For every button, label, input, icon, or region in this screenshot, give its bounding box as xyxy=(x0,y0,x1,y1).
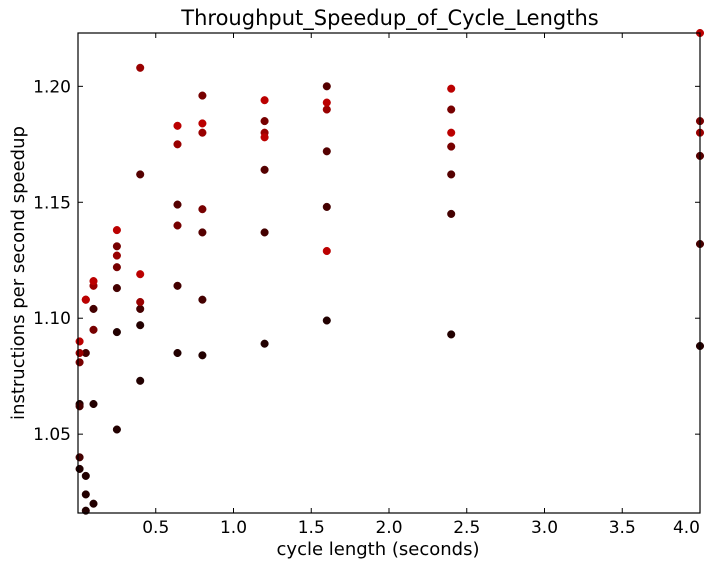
scatter-point xyxy=(173,221,182,230)
x-tick-label: 1.5 xyxy=(298,518,325,538)
y-axis-label: instructions per second speedup xyxy=(8,126,29,420)
scatter-point xyxy=(75,464,84,473)
scatter-point xyxy=(322,147,331,156)
scatter-point xyxy=(260,339,269,348)
scatter-point xyxy=(198,91,207,100)
scatter-point xyxy=(322,105,331,114)
scatter-point xyxy=(81,490,90,499)
x-tick-label: 0.5 xyxy=(142,518,169,538)
scatter-series-5 xyxy=(75,28,705,346)
y-tick-label: 1.15 xyxy=(33,193,71,213)
scatter-point xyxy=(89,399,98,409)
scatter-point xyxy=(322,98,331,107)
scatter-point xyxy=(136,304,145,313)
scatter-point xyxy=(198,228,207,237)
scatter-point xyxy=(136,376,145,385)
scatter-point xyxy=(322,246,331,256)
y-tick-label: 1.20 xyxy=(33,77,71,97)
x-tick-label: 3.0 xyxy=(531,518,558,538)
scatter-point xyxy=(112,425,121,434)
x-tick-label: 4.0 xyxy=(673,518,700,538)
scatter-point xyxy=(260,117,269,126)
scatter-point xyxy=(112,284,121,293)
scatter-point xyxy=(75,337,84,346)
scatter-point xyxy=(173,348,182,358)
scatter-point xyxy=(136,63,145,72)
x-tick-label: 2.0 xyxy=(375,518,402,538)
scatter-series-1 xyxy=(75,202,705,462)
scatter-point xyxy=(112,242,121,251)
scatter-point xyxy=(112,328,121,337)
scatter-point xyxy=(198,205,207,214)
scatter-point xyxy=(447,84,456,93)
scatter-series-2 xyxy=(136,82,705,237)
scatter-point xyxy=(447,105,456,114)
scatter-series-0 xyxy=(75,316,705,515)
scatter-point xyxy=(136,270,145,279)
scatter-series-4 xyxy=(75,63,705,358)
x-tick-label: 1.0 xyxy=(220,518,247,538)
scatter-point xyxy=(112,251,121,260)
scatter-point xyxy=(81,471,90,480)
scatter-point xyxy=(75,348,84,358)
scatter-point xyxy=(198,128,207,137)
chart-title: Throughput_Speedup_of_Cycle_Lengths xyxy=(180,6,598,31)
scatter-point xyxy=(260,96,269,105)
scatter-point xyxy=(447,330,456,339)
scatter-point xyxy=(89,304,98,313)
scatter-point xyxy=(112,226,121,235)
y-tick-label: 1.10 xyxy=(33,309,71,329)
scatter-point xyxy=(198,119,207,128)
scatter-point xyxy=(173,140,182,149)
scatter-point xyxy=(322,316,331,325)
scatter-point xyxy=(447,209,456,218)
scatter-point xyxy=(173,200,182,209)
plot-frame xyxy=(77,32,701,514)
scatter-point xyxy=(173,281,182,290)
scatter-point xyxy=(198,351,207,360)
scatter-point xyxy=(89,277,98,286)
scatter-point xyxy=(75,453,84,462)
scatter-point xyxy=(260,165,269,174)
x-axis-label: cycle length (seconds) xyxy=(277,539,480,560)
scatter-point xyxy=(173,121,182,130)
scatter-point xyxy=(136,170,145,179)
y-tick-label: 1.05 xyxy=(33,425,71,445)
scatter-point xyxy=(112,263,121,272)
scatter-point xyxy=(447,170,456,179)
scatter-point xyxy=(260,228,269,237)
scatter-point xyxy=(81,295,90,304)
scatter-point xyxy=(89,325,98,334)
scatter-point xyxy=(136,321,145,330)
x-tick-label: 3.5 xyxy=(609,518,636,538)
scatter-point xyxy=(89,499,98,508)
x-tick-label: 2.5 xyxy=(453,518,480,538)
scatter-point xyxy=(322,202,331,211)
scatter-point xyxy=(447,128,456,137)
scatter-point xyxy=(260,133,269,142)
scatter-point xyxy=(136,297,145,307)
scatter-point xyxy=(447,142,456,151)
scatter-point xyxy=(322,82,331,91)
scatter-series-3 xyxy=(75,91,705,367)
scatter-point xyxy=(198,295,207,304)
scatter-point xyxy=(75,402,84,411)
scatter-point xyxy=(75,358,84,367)
